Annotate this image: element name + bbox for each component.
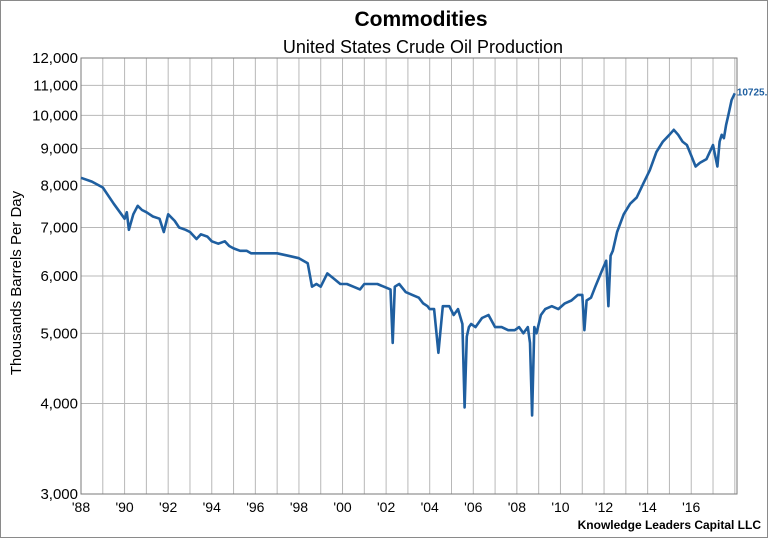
y-tick-label: 12,000	[32, 50, 78, 67]
y-tick-label: 4,000	[40, 396, 78, 413]
y-gridlines	[81, 57, 737, 495]
series-line	[80, 92, 736, 417]
y-tick-label: 5,000	[40, 325, 78, 342]
source-label: Knowledge Leaders Capital LLC	[578, 518, 762, 532]
x-tick-label: '90	[115, 499, 133, 515]
x-tick-label: '94	[203, 499, 221, 515]
plot-frame	[80, 57, 738, 495]
x-tick-label: '96	[246, 499, 264, 515]
y-tick-label: 11,000	[33, 77, 78, 94]
x-tick-label: '10	[551, 499, 569, 515]
y-tick-label: 6,000	[40, 268, 78, 285]
x-tick-label: '00	[333, 499, 351, 515]
y-axis-label: Thousands Barrels Per Day	[8, 190, 25, 375]
chart-title: Commodities	[354, 8, 487, 31]
x-tick-label: '92	[159, 499, 177, 515]
x-tick-label: '06	[464, 499, 482, 515]
x-tick-label: '14	[639, 499, 657, 515]
x-tick-labels: '88 '90 '92 '94 '96 '98 '00 '02 '04 '06 '08 '10 '12 '…	[72, 499, 701, 515]
x-tick-label: '04	[421, 499, 439, 515]
y-tick-label: 7,000	[40, 220, 78, 237]
x-tick-label: '88	[72, 499, 90, 515]
y-tick-label: 10,000	[32, 107, 78, 124]
x-tick-label: '02	[377, 499, 395, 515]
y-tick-label: 3,000	[40, 486, 78, 503]
end-value-label: 10725.00	[737, 87, 768, 98]
x-tick-label: '08	[508, 499, 526, 515]
y-tick-label: 9,000	[40, 140, 78, 157]
x-tick-label: '98	[290, 499, 308, 515]
x-gridlines	[80, 58, 736, 494]
y-tick-label: 8,000	[40, 178, 78, 195]
chart-subtitle: United States Crude Oil Production	[283, 37, 563, 57]
y-tick-labels: 3,000 4,000 5,000 6,000 7,000 8,000 9,000 10,00…	[32, 50, 78, 503]
x-tick-label: '16	[682, 499, 700, 515]
x-tick-label: '12	[595, 499, 613, 515]
